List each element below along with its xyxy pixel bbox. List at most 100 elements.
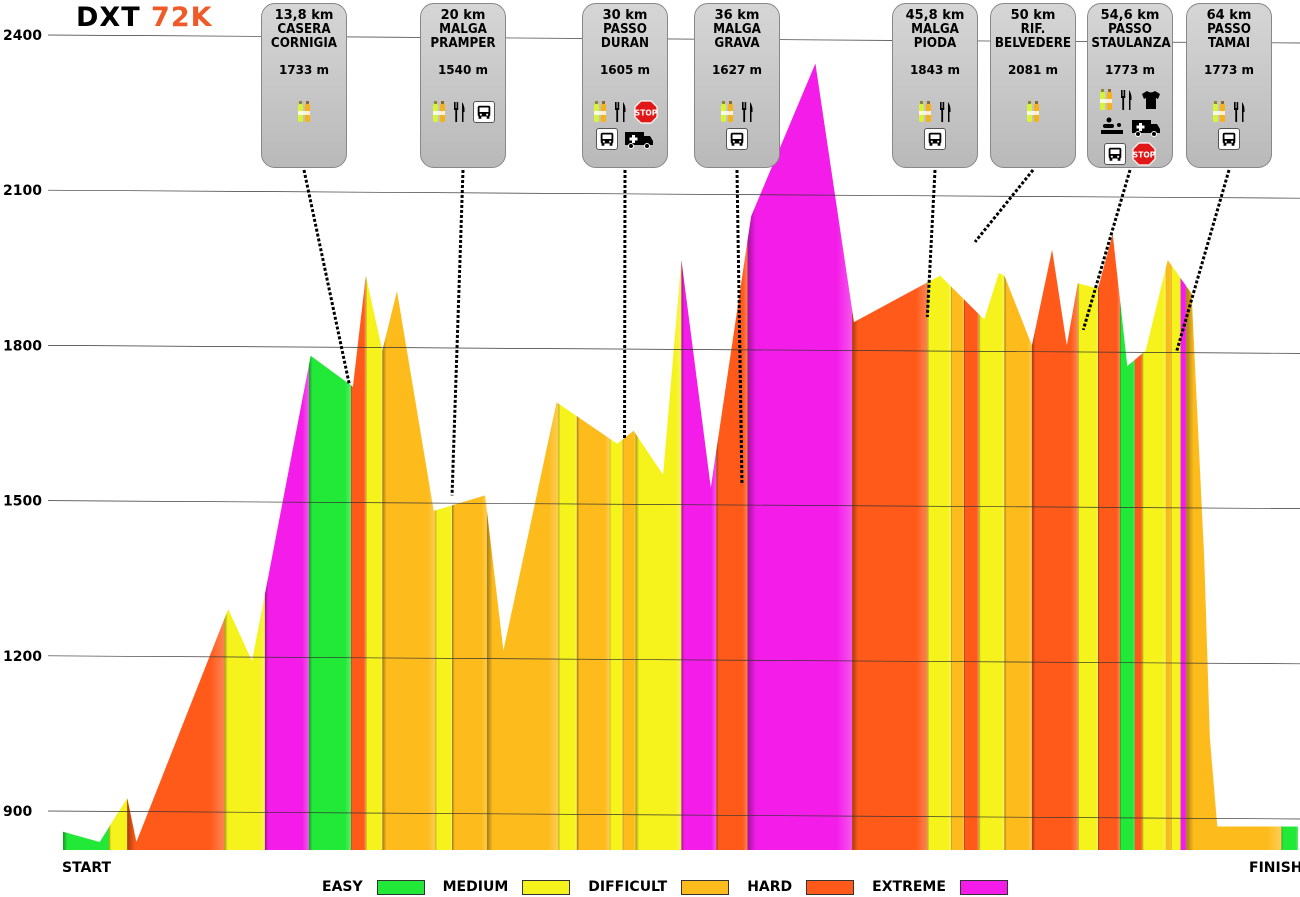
segment-shade bbox=[1171, 265, 1181, 850]
svg-text:STOP: STOP bbox=[1133, 151, 1156, 160]
station-name: MALGA bbox=[713, 22, 761, 37]
gridline bbox=[47, 655, 1300, 665]
gridline bbox=[47, 345, 1300, 354]
station-services: STOP bbox=[1088, 88, 1172, 166]
station-altitude: 1773 m bbox=[1104, 63, 1156, 77]
segment-shade bbox=[635, 260, 682, 850]
segment-shade bbox=[365, 275, 383, 851]
food-icon bbox=[742, 102, 753, 122]
gridline bbox=[47, 500, 1300, 509]
station-name: PRAMPER bbox=[430, 36, 496, 51]
aid-station-card: 20 km MALGA PRAMPER 1540 m bbox=[420, 3, 506, 168]
station-connector bbox=[735, 169, 744, 486]
chart-title: DXT 72K bbox=[76, 2, 213, 33]
station-km: 64 km bbox=[1206, 8, 1252, 23]
station-km: 13,8 km bbox=[274, 8, 334, 23]
y-tick-label: 2100 bbox=[3, 183, 42, 199]
station-name: MALGA bbox=[439, 22, 487, 37]
stop-sign-icon: STOP bbox=[1132, 142, 1156, 166]
segment-shade bbox=[264, 365, 309, 850]
station-services bbox=[262, 100, 346, 124]
water-bottles-icon bbox=[1213, 101, 1225, 122]
shuttle-bus-icon bbox=[1218, 128, 1240, 150]
segment-shade bbox=[63, 812, 119, 850]
station-connector bbox=[925, 169, 937, 318]
legend: EASY MEDIUM DIFFICULT HARD EXTREME bbox=[322, 879, 1008, 895]
legend-swatch bbox=[376, 879, 425, 895]
aid-station-card: 36 km MALGA GRAVA 1627 m bbox=[694, 3, 780, 168]
station-name: PASSO bbox=[1207, 22, 1251, 37]
segment-shade bbox=[308, 355, 352, 850]
food-icon bbox=[940, 102, 951, 122]
segment-shade bbox=[1186, 285, 1282, 850]
station-services bbox=[421, 100, 505, 124]
start-label: START bbox=[62, 860, 112, 876]
legend-item-easy: EASY bbox=[322, 879, 425, 895]
aid-station-card: 13,8 km CASERA CORNIGIA 1733 m bbox=[261, 3, 347, 168]
segment-shade bbox=[224, 594, 265, 850]
food-icon bbox=[615, 102, 626, 122]
segment-shade bbox=[351, 275, 366, 851]
station-km: 30 km bbox=[602, 8, 648, 23]
segment-shade bbox=[852, 282, 928, 850]
water-bottles-icon bbox=[298, 101, 310, 122]
aid-station-card: 45,8 km MALGA PIODA 1843 m bbox=[892, 3, 978, 168]
segment-shade bbox=[1077, 283, 1098, 850]
segment-shade bbox=[978, 273, 1005, 850]
station-km: 36 km bbox=[714, 8, 760, 23]
service-row bbox=[1191, 128, 1267, 150]
y-tick-label: 1200 bbox=[3, 649, 42, 665]
food-icon bbox=[1234, 102, 1245, 122]
station-name: STAULANZA bbox=[1091, 36, 1171, 51]
station-name: CASERA bbox=[277, 22, 331, 37]
segment-shade bbox=[558, 403, 577, 850]
station-name: PASSO bbox=[1108, 22, 1152, 37]
segment-shade bbox=[1004, 275, 1032, 851]
finish-label: FINISH bbox=[1249, 860, 1300, 876]
station-name: PASSO bbox=[603, 22, 647, 37]
service-row bbox=[699, 100, 775, 124]
title-accent: 72K bbox=[151, 2, 213, 33]
segment-shade bbox=[747, 63, 853, 850]
legend-item-difficult: DIFFICULT bbox=[588, 879, 730, 895]
station-km: 54,6 km bbox=[1100, 8, 1160, 23]
service-row bbox=[1092, 88, 1168, 112]
service-row bbox=[897, 128, 973, 150]
station-altitude: 2081 m bbox=[1007, 63, 1059, 77]
shuttle-bus-icon bbox=[924, 128, 946, 150]
station-altitude: 1540 m bbox=[437, 63, 489, 77]
massage-icon bbox=[1101, 117, 1123, 134]
legend-label: DIFFICULT bbox=[588, 879, 668, 895]
segment-shade bbox=[1165, 260, 1172, 850]
title-prefix: DXT bbox=[76, 2, 152, 33]
aid-station-card: 54,6 km PASSO STAULANZA 1773 m STOP bbox=[1087, 3, 1173, 168]
station-services: STOP bbox=[583, 100, 667, 150]
legend-item-extreme: EXTREME bbox=[872, 879, 1008, 895]
legend-item-medium: MEDIUM bbox=[443, 879, 571, 895]
service-row bbox=[699, 128, 775, 150]
gridline bbox=[47, 810, 1300, 820]
station-altitude: 1773 m bbox=[1203, 63, 1255, 77]
water-bottles-icon bbox=[721, 101, 733, 122]
stop-sign-icon: STOP bbox=[634, 100, 658, 124]
aid-station-card: 30 km PASSO DURAN 1605 m STOP bbox=[582, 3, 668, 168]
station-altitude: 1843 m bbox=[909, 63, 961, 77]
service-row: STOP bbox=[587, 100, 663, 124]
segment-shade bbox=[1142, 267, 1166, 851]
legend-label: HARD bbox=[747, 879, 793, 895]
segment-shade bbox=[452, 495, 487, 850]
segment-shade bbox=[486, 402, 559, 850]
shuttle-bus-icon bbox=[1104, 143, 1126, 165]
station-name: GRAVA bbox=[714, 36, 760, 51]
station-services bbox=[1187, 100, 1271, 150]
segment-shade bbox=[576, 416, 610, 850]
station-km: 45,8 km bbox=[905, 8, 965, 23]
gridline bbox=[47, 189, 1300, 199]
station-altitude: 1733 m bbox=[278, 63, 330, 77]
segment-shade bbox=[1180, 278, 1187, 851]
station-km: 20 km bbox=[440, 8, 486, 23]
station-connector bbox=[450, 169, 465, 496]
aid-station-card: 50 km RIF. BELVEDERE 2081 m bbox=[990, 3, 1076, 168]
ambulance-icon bbox=[1132, 120, 1160, 137]
